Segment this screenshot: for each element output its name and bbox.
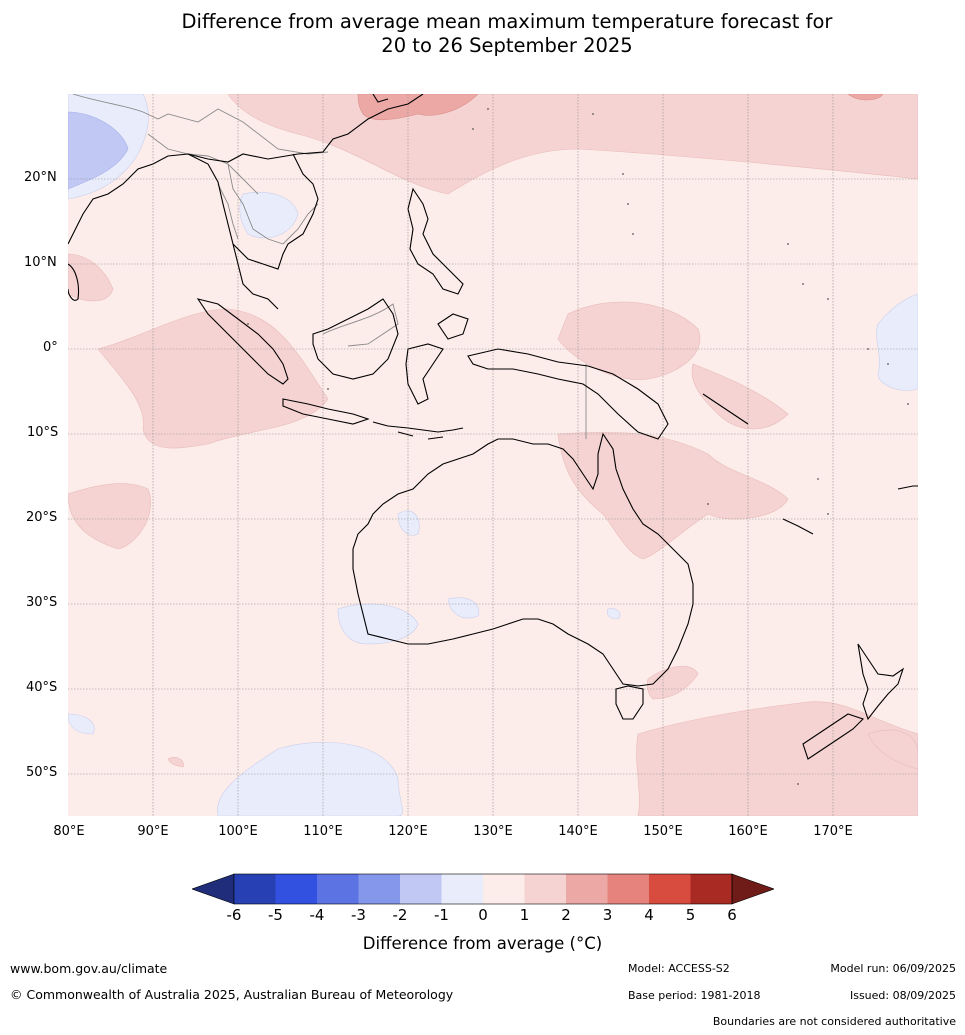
colorbar-tick: -2 xyxy=(392,906,408,924)
colorbar-bin-minus5 xyxy=(275,874,317,904)
colorbar-tick: 2 xyxy=(561,906,571,924)
coastlines xyxy=(68,94,918,760)
colorbar-tick: 3 xyxy=(602,906,613,924)
colorbar-bin-minus2 xyxy=(400,874,442,904)
lon-label-100e: 100°E xyxy=(218,824,258,839)
lat-label-10s: 10°S xyxy=(27,425,59,440)
lon-label-160e: 160°E xyxy=(728,824,768,839)
anomaly-minus-2-to-minus-1 xyxy=(68,111,129,190)
island-dots xyxy=(247,108,909,785)
colorbar-bin-5 xyxy=(690,874,732,904)
colorbar-extend-low xyxy=(191,873,235,905)
lat-label-20n: 20°N xyxy=(24,170,57,185)
title-line-2: 20 to 26 September 2025 xyxy=(381,34,633,57)
colorbar-tick: -4 xyxy=(309,906,325,924)
colorbar-bin-2 xyxy=(566,874,608,904)
colorbar-bin-minus1 xyxy=(441,874,483,904)
country-borders xyxy=(72,94,587,439)
boundaries-disclaimer: Boundaries are not considered authoritat… xyxy=(712,1015,956,1028)
graticule xyxy=(68,94,918,816)
lat-label-0: 0° xyxy=(43,340,58,355)
lat-label-30s: 30°S xyxy=(26,595,58,610)
colorbar-tick: 1 xyxy=(519,906,530,924)
lat-label-50s: 50°S xyxy=(26,765,58,780)
colorbar-label: Difference from average (°C) xyxy=(362,934,603,953)
colorbar-tick: -6 xyxy=(226,906,242,924)
copyright-text: © Commonwealth of Australia 2025, Austra… xyxy=(10,987,454,1002)
colorbar-tick: -3 xyxy=(351,906,366,924)
colorbar-tick: -1 xyxy=(434,906,449,924)
colorbar-extend-high xyxy=(731,873,775,905)
colorbar-bin-4 xyxy=(649,874,691,904)
website-link[interactable]: www.bom.gov.au/climate xyxy=(10,961,168,976)
lon-label-90e: 90°E xyxy=(137,824,169,839)
forecast-map xyxy=(68,94,918,816)
lon-label-110e: 110°E xyxy=(303,824,343,839)
colorbar xyxy=(191,873,775,907)
colorbar-bin-3 xyxy=(607,874,649,904)
issued-date: Issued: 08/09/2025 xyxy=(849,989,956,1002)
title-line-1: Difference from average mean maximum tem… xyxy=(181,10,833,33)
colorbar-tick: 5 xyxy=(685,906,696,924)
lon-label-150e: 150°E xyxy=(643,824,683,839)
lon-label-140e: 140°E xyxy=(558,824,598,839)
anomaly-2-to-3 xyxy=(357,94,884,121)
colorbar-bin-0 xyxy=(483,874,525,904)
colorbar-tick: 6 xyxy=(727,906,737,924)
model-name: Model: ACCESS-S2 xyxy=(628,962,730,975)
lon-label-80e: 80°E xyxy=(53,824,85,839)
lon-label-120e: 120°E xyxy=(388,824,428,839)
colorbar-bin-minus6 xyxy=(234,874,276,904)
lon-label-130e: 130°E xyxy=(473,824,513,839)
lon-label-170e: 170°E xyxy=(813,824,853,839)
colorbar-bin-minus4 xyxy=(317,874,359,904)
colorbar-tick: 4 xyxy=(644,906,654,924)
colorbar-bin-minus3 xyxy=(358,874,400,904)
base-period: Base period: 1981-2018 xyxy=(628,989,761,1002)
colorbar-tick: 0 xyxy=(478,906,488,924)
model-run-date: Model run: 06/09/2025 xyxy=(830,962,956,975)
lat-label-20s: 20°S xyxy=(26,510,58,525)
lat-label-10n: 10°N xyxy=(24,255,57,270)
colorbar-tick: -5 xyxy=(268,906,283,924)
colorbar-bin-1 xyxy=(524,874,566,904)
lat-label-40s: 40°S xyxy=(26,680,58,695)
map-title: Difference from average mean maximum tem… xyxy=(0,10,965,58)
